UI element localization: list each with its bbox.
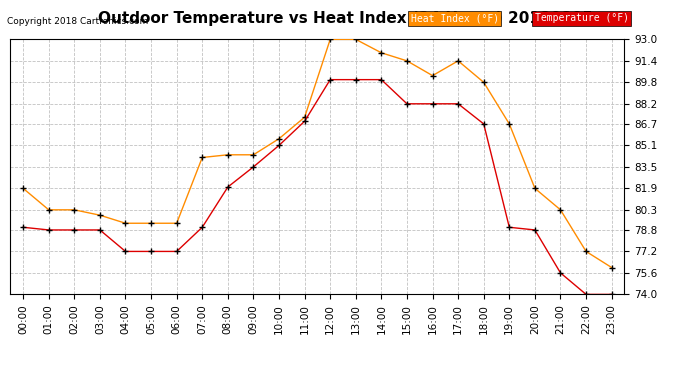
Text: Heat Index (°F): Heat Index (°F) [411,13,499,23]
Text: Outdoor Temperature vs Heat Index (24 Hours) 20180805: Outdoor Temperature vs Heat Index (24 Ho… [97,11,593,26]
Text: Temperature (°F): Temperature (°F) [535,13,629,23]
Text: Copyright 2018 Cartronics.com: Copyright 2018 Cartronics.com [7,17,148,26]
